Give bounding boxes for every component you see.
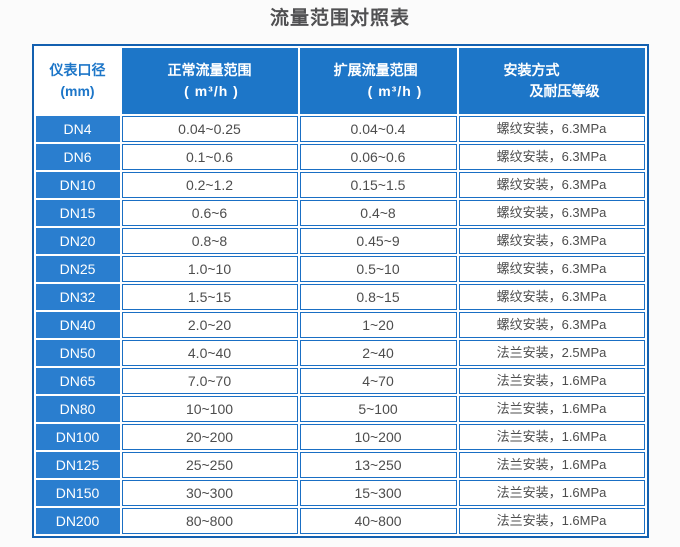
table-row: DN20 0.8~8 0.45~9 螺纹安装，6.3MPa [35, 228, 645, 254]
diameter-cell: DN65 [35, 368, 120, 394]
table-row: DN4 0.04~0.25 0.04~0.4 螺纹安装，6.3MPa [35, 116, 645, 142]
diameter-cell: DN50 [35, 340, 120, 366]
diameter-cell: DN25 [35, 256, 120, 282]
diameter-cell: DN15 [35, 200, 120, 226]
installation-cell: 法兰安装，2.5MPa [458, 340, 645, 366]
extended-flow-cell: 2~40 [299, 340, 457, 366]
table-row: DN65 7.0~70 4~70 法兰安装，1.6MPa [35, 368, 645, 394]
extended-flow-cell: 10~200 [299, 424, 457, 450]
extended-flow-cell: 0.4~8 [299, 200, 457, 226]
table-row: DN10 0.2~1.2 0.15~1.5 螺纹安装，6.3MPa [35, 172, 645, 198]
normal-flow-cell: 4.0~40 [121, 340, 298, 366]
diameter-cell: DN200 [35, 508, 120, 534]
normal-flow-cell: 0.04~0.25 [121, 116, 298, 142]
normal-flow-cell: 10~100 [121, 396, 298, 422]
diameter-cell: DN40 [35, 312, 120, 338]
normal-flow-cell: 0.6~6 [121, 200, 298, 226]
diameter-cell: DN10 [35, 172, 120, 198]
table-row: DN40 2.0~20 1~20 螺纹安装，6.3MPa [35, 312, 645, 338]
installation-cell: 螺纹安装，6.3MPa [458, 256, 645, 282]
normal-flow-cell: 0.8~8 [121, 228, 298, 254]
normal-flow-cell: 7.0~70 [121, 368, 298, 394]
table-row: DN200 80~800 40~800 法兰安装，1.6MPa [35, 508, 645, 534]
diameter-cell: DN20 [35, 228, 120, 254]
normal-flow-cell: 25~250 [121, 452, 298, 478]
normal-flow-cell: 2.0~20 [121, 312, 298, 338]
installation-cell: 螺纹安装，6.3MPa [458, 312, 645, 338]
diameter-cell: DN6 [35, 144, 120, 170]
extended-flow-cell: 0.5~10 [299, 256, 457, 282]
header-normal-flow-label: 正常流量范围 [167, 62, 252, 78]
diameter-cell: DN150 [35, 480, 120, 506]
installation-cell: 螺纹安装，6.3MPa [458, 284, 645, 310]
extended-flow-cell: 40~800 [299, 508, 457, 534]
extended-flow-cell: 13~250 [299, 452, 457, 478]
installation-cell: 法兰安装，1.6MPa [458, 508, 645, 534]
extended-flow-cell: 4~70 [299, 368, 457, 394]
table-row: DN150 30~300 15~300 法兰安装，1.6MPa [35, 480, 645, 506]
extended-flow-cell: 15~300 [299, 480, 457, 506]
header-row: 仪表口径 (mm) 正常流量范围 ( m³/h ) 扩展流量范围 ( m³/h … [35, 48, 645, 114]
diameter-cell: DN100 [35, 424, 120, 450]
normal-flow-cell: 0.2~1.2 [121, 172, 298, 198]
header-normal-flow: 正常流量范围 ( m³/h ) [121, 48, 298, 114]
normal-flow-cell: 20~200 [121, 424, 298, 450]
table-row: DN15 0.6~6 0.4~8 螺纹安装，6.3MPa [35, 200, 645, 226]
extended-flow-cell: 0.45~9 [299, 228, 457, 254]
table-header: 仪表口径 (mm) 正常流量范围 ( m³/h ) 扩展流量范围 ( m³/h … [35, 48, 645, 114]
normal-flow-cell: 30~300 [121, 480, 298, 506]
diameter-cell: DN125 [35, 452, 120, 478]
installation-cell: 法兰安装，1.6MPa [458, 396, 645, 422]
diameter-cell: DN80 [35, 396, 120, 422]
header-extended-flow: 扩展流量范围 ( m³/h ) [299, 48, 457, 114]
table-row: DN25 1.0~10 0.5~10 螺纹安装，6.3MPa [35, 256, 645, 282]
extended-flow-cell: 0.8~15 [299, 284, 457, 310]
extended-flow-cell: 5~100 [299, 396, 457, 422]
installation-cell: 螺纹安装，6.3MPa [458, 144, 645, 170]
flow-range-table: 仪表口径 (mm) 正常流量范围 ( m³/h ) 扩展流量范围 ( m³/h … [31, 44, 649, 538]
page-title: 流量范围对照表 [269, 8, 410, 29]
table-row: DN80 10~100 5~100 法兰安装，1.6MPa [35, 396, 645, 422]
header-installation-rating: 及耐压等级 [529, 83, 600, 99]
header-normal-flow-unit: ( m³/h ) [184, 83, 239, 99]
installation-cell: 法兰安装，1.6MPa [458, 368, 645, 394]
diameter-cell: DN32 [35, 284, 120, 310]
installation-cell: 螺纹安装，6.3MPa [458, 172, 645, 198]
normal-flow-cell: 0.1~0.6 [121, 144, 298, 170]
normal-flow-cell: 80~800 [121, 508, 298, 534]
header-installation-label: 安装方式 [503, 62, 560, 78]
installation-cell: 螺纹安装，6.3MPa [458, 116, 645, 142]
extended-flow-cell: 1~20 [299, 312, 457, 338]
table-row: DN125 25~250 13~250 法兰安装，1.6MPa [35, 452, 645, 478]
extended-flow-cell: 0.06~0.6 [299, 144, 457, 170]
header-extended-flow-label: 扩展流量范围 [333, 62, 418, 78]
installation-cell: 法兰安装，1.6MPa [458, 424, 645, 450]
normal-flow-cell: 1.0~10 [121, 256, 298, 282]
installation-cell: 法兰安装，1.6MPa [458, 480, 645, 506]
table-body: DN4 0.04~0.25 0.04~0.4 螺纹安装，6.3MPa DN6 0… [35, 116, 645, 534]
table-row: DN50 4.0~40 2~40 法兰安装，2.5MPa [35, 340, 645, 366]
installation-cell: 螺纹安装，6.3MPa [458, 200, 645, 226]
installation-cell: 法兰安装，1.6MPa [458, 452, 645, 478]
header-extended-flow-unit: ( m³/h ) [367, 83, 423, 99]
header-diameter: 仪表口径 (mm) [35, 48, 120, 114]
table-row: DN100 20~200 10~200 法兰安装，1.6MPa [35, 424, 645, 450]
table-row: DN6 0.1~0.6 0.06~0.6 螺纹安装，6.3MPa [35, 144, 645, 170]
table-row: DN32 1.5~15 0.8~15 螺纹安装，6.3MPa [35, 284, 645, 310]
diameter-cell: DN4 [35, 116, 120, 142]
installation-cell: 螺纹安装，6.3MPa [458, 228, 645, 254]
extended-flow-cell: 0.04~0.4 [299, 116, 457, 142]
normal-flow-cell: 1.5~15 [121, 284, 298, 310]
header-diameter-unit: (mm) [60, 83, 95, 99]
header-diameter-label: 仪表口径 [49, 62, 106, 78]
header-installation: 安装方式 及耐压等级 [458, 48, 645, 114]
extended-flow-cell: 0.15~1.5 [299, 172, 457, 198]
